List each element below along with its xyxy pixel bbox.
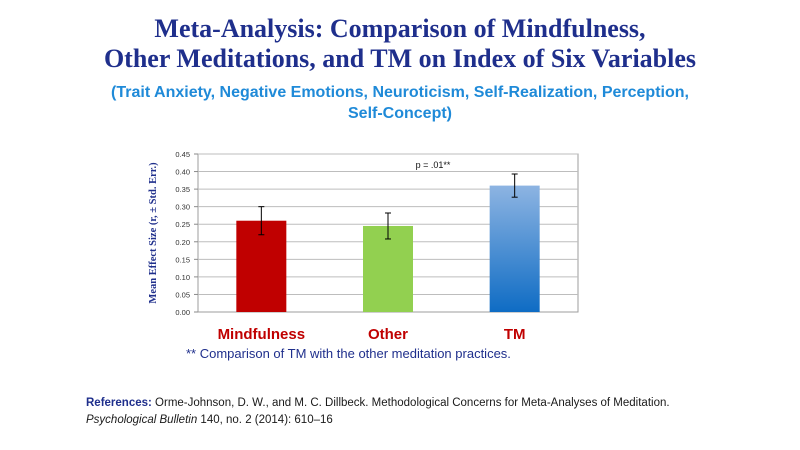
references-text-1: Orme-Johnson, D. W., and M. C. Dillbeck.… bbox=[151, 397, 670, 409]
y-tick-label: 0.15 bbox=[175, 255, 190, 264]
y-tick-label: 0.40 bbox=[175, 168, 190, 177]
y-tick-label: 0.10 bbox=[175, 273, 190, 282]
bar-mindfulness bbox=[236, 220, 287, 312]
y-tick-label: 0.35 bbox=[175, 185, 190, 194]
y-tick-label: 0.45 bbox=[175, 150, 190, 159]
x-category-label: Other bbox=[368, 326, 408, 343]
references-label: References: bbox=[86, 397, 152, 409]
y-tick-label: 0.25 bbox=[175, 220, 190, 229]
y-axis-label: Mean Effect Size (r, ± Std. Err.) bbox=[148, 162, 159, 304]
subtitle-line-1: (Trait Anxiety, Negative Emotions, Neuro… bbox=[111, 84, 689, 101]
title-line-2: Other Meditations, and TM on Index of Si… bbox=[103, 44, 697, 73]
references-text-2: 140, no. 2 (2014): 610–16 bbox=[197, 414, 333, 426]
x-category-label: Mindfulness bbox=[218, 326, 306, 343]
footnote: ** Comparison of TM with the other medit… bbox=[186, 346, 511, 361]
y-tick-label: 0.00 bbox=[175, 308, 190, 317]
slide-subtitle: (Trait Anxiety, Negative Emotions, Neuro… bbox=[0, 82, 800, 124]
title-line-1: Meta-Analysis: Comparison of Mindfulness… bbox=[154, 14, 646, 43]
x-category-label: TM bbox=[504, 326, 526, 343]
subtitle-line-2: Self-Concept) bbox=[348, 105, 452, 122]
bar-tm bbox=[489, 185, 540, 312]
slide-title: Meta-Analysis: Comparison of Mindfulness… bbox=[0, 14, 800, 74]
plot-area: 0.00 0.05 0.10 0.15 0.20 0.25 0.30 0.35 0.40 0.45… bbox=[148, 150, 579, 343]
y-tick-label: 0.05 bbox=[175, 290, 190, 299]
y-tick-label: 0.20 bbox=[175, 238, 190, 247]
significance-annotation: p = .01** bbox=[416, 160, 451, 170]
bar-other bbox=[363, 225, 413, 312]
y-tick-label: 0.30 bbox=[175, 203, 190, 212]
bar-chart: 0.00 0.05 0.10 0.15 0.20 0.25 0.30 0.35 0.40 0.45… bbox=[148, 150, 579, 343]
references-journal: Psychological Bulletin bbox=[86, 414, 198, 426]
references: References: Orme-Johnson, D. W., and M. … bbox=[86, 395, 686, 429]
